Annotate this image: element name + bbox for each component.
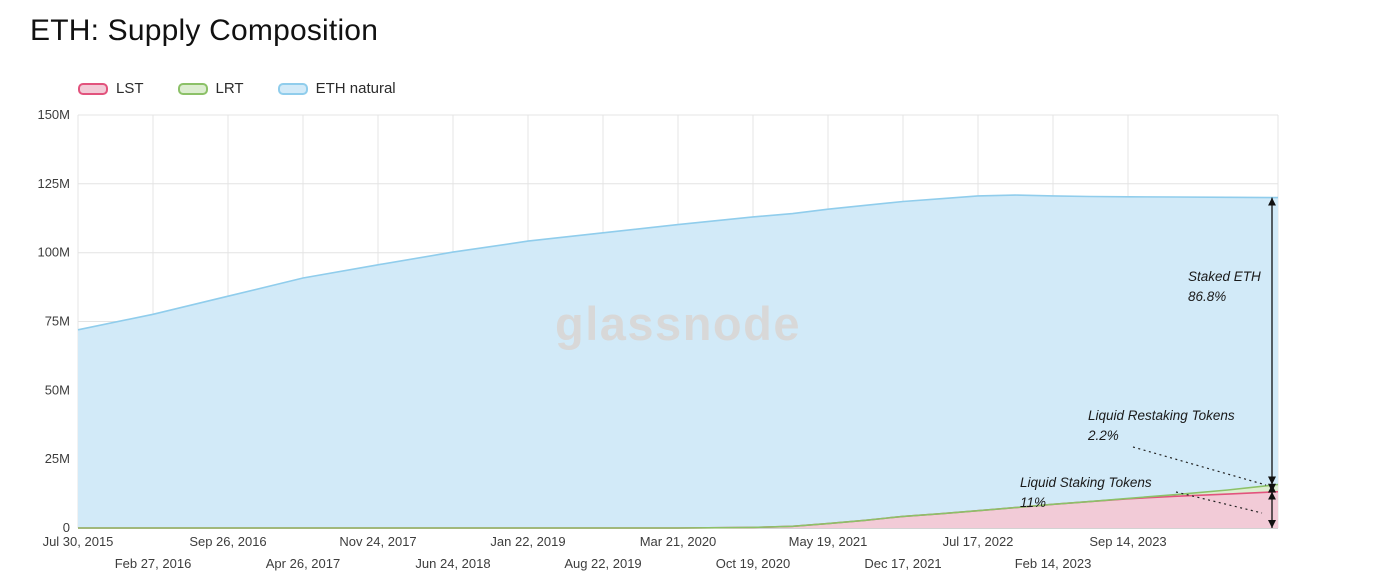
liquid-restaking-tokens-leader-line: [1132, 446, 1267, 486]
y-tick-label: 150M: [37, 107, 70, 122]
x-tick-label: Jul 17, 2022: [943, 534, 1014, 549]
x-tick-label: Apr 26, 2017: [266, 556, 340, 571]
x-tick-label: Aug 22, 2019: [564, 556, 641, 571]
y-tick-label: 0: [63, 520, 70, 535]
x-tick-label: Jul 30, 2015: [43, 534, 114, 549]
liquid-restaking-tokens-label: Liquid Restaking Tokens: [1088, 408, 1235, 423]
liquid-staking-tokens-label: 11%: [1020, 495, 1046, 510]
legend-label-lst: LST: [116, 80, 144, 97]
x-tick-label: Nov 24, 2017: [339, 534, 416, 549]
x-tick-label: Jun 24, 2018: [415, 556, 490, 571]
y-tick-label: 100M: [37, 245, 70, 260]
staked-eth-label: 86.8%: [1188, 289, 1226, 304]
liquid-restaking-tokens-label: 2.2%: [1087, 428, 1119, 443]
legend-swatch-eth-natural: [277, 82, 308, 95]
annotations: Staked ETH 86.8% Liquid Restaking Tokens 2.…: [1020, 197, 1276, 528]
y-tick-label: 75M: [45, 314, 70, 329]
x-tick-label: May 19, 2021: [789, 534, 868, 549]
y-tick-label: 50M: [45, 382, 70, 397]
lrt-line: [78, 483, 1279, 529]
x-tick-label: Mar 21, 2020: [640, 534, 717, 549]
eth-natural-line: [77, 194, 1279, 331]
liquid-staking-tokens-leader-line: [1175, 491, 1263, 514]
x-tick-label: Oct 19, 2020: [716, 556, 790, 571]
legend-item-lst[interactable]: LST: [78, 80, 144, 97]
liquid-staking-tokens-label: Liquid Staking Tokens: [1020, 475, 1152, 490]
glassnode-watermark: glassnode: [555, 297, 801, 350]
stacked-areas: [77, 194, 1279, 529]
x-tick-label: Feb 14, 2023: [1015, 556, 1092, 571]
chart-legend: LST LRT ETH natural: [78, 80, 396, 97]
page-title: ETH: Supply Composition: [30, 14, 379, 47]
legend-item-lrt[interactable]: LRT: [177, 80, 244, 97]
x-tick-label: Sep 26, 2016: [189, 534, 266, 549]
legend-label-lrt: LRT: [215, 80, 244, 97]
legend-swatch-lst: [78, 82, 108, 95]
legend-item-eth-natural[interactable]: ETH natural: [277, 80, 396, 97]
x-tick-label: Jan 22, 2019: [490, 534, 565, 549]
lst-area: [78, 491, 1278, 528]
staked-eth-label: Staked ETH: [1188, 269, 1261, 284]
eth-natural-area: [78, 195, 1278, 528]
legend-label-eth-natural: ETH natural: [315, 80, 396, 97]
y-tick-label: 125M: [37, 176, 70, 191]
x-tick-label: Sep 14, 2023: [1089, 534, 1166, 549]
x-tick-label: Feb 27, 2016: [115, 556, 192, 571]
y-tick-label: 25M: [45, 451, 70, 466]
legend-swatch-lrt: [177, 82, 208, 95]
x-tick-label: Dec 17, 2021: [864, 556, 941, 571]
